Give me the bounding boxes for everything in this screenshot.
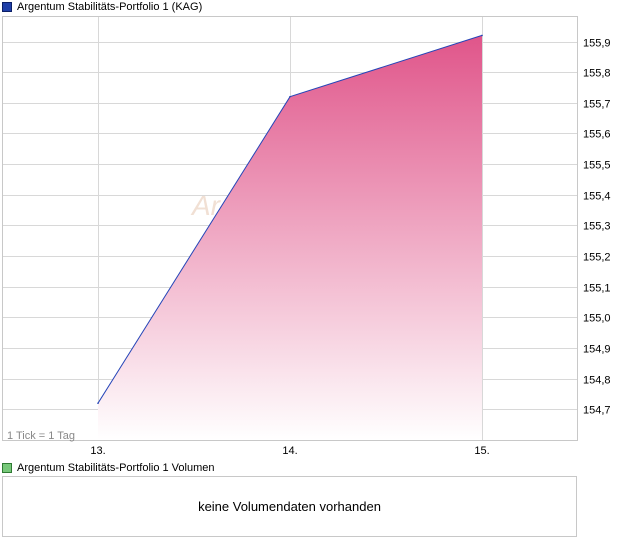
y-tick-label: 154,9: [583, 344, 611, 356]
x-axis: 13. 14. 15.: [90, 445, 489, 457]
tick-note: 1 Tick = 1 Tag: [7, 430, 75, 442]
volume-legend-swatch: [2, 463, 12, 473]
price-legend-swatch: [2, 2, 12, 12]
price-chart: Ar 154,7154,8154,9155,0155,1155,2155,315…: [2, 16, 611, 457]
y-tick-label: 155,5: [583, 160, 611, 172]
no-volume-message: keine Volumendaten vorhanden: [198, 499, 381, 514]
y-tick-label: 155,6: [583, 129, 611, 141]
y-tick-label: 154,8: [583, 375, 611, 387]
x-tick-label: 15.: [474, 445, 489, 457]
price-legend-label: Argentum Stabilitäts-Portfolio 1 (KAG): [17, 1, 203, 13]
y-tick-label: 155,2: [583, 252, 611, 264]
y-tick-label: 155,9: [583, 38, 611, 50]
y-tick-label: 155,1: [583, 283, 611, 295]
y-tick-label: 155,8: [583, 68, 611, 80]
y-axis: 154,7 154,8 154,9 155,0 155,1 155,2 155,3 155,4…: [583, 38, 611, 417]
series-area-fill: [98, 35, 482, 441]
volume-panel: keine Volumendaten vorhanden: [2, 476, 577, 537]
x-tick-label: 14.: [282, 445, 297, 457]
data-point: [97, 402, 99, 405]
x-tick-label: 13.: [90, 445, 105, 457]
data-point: [481, 34, 483, 37]
volume-legend: Argentum Stabilitäts-Portfolio 1 Volumen: [2, 461, 215, 475]
y-tick-label: 154,7: [583, 405, 611, 417]
volume-legend-label: Argentum Stabilitäts-Portfolio 1 Volumen: [17, 462, 215, 474]
data-point: [289, 95, 291, 98]
y-tick-label: 155,7: [583, 99, 611, 111]
area-series: [97, 34, 483, 441]
y-tick-label: 155,0: [583, 313, 611, 325]
y-tick-label: 155,3: [583, 221, 611, 233]
price-legend: Argentum Stabilitäts-Portfolio 1 (KAG): [2, 0, 202, 14]
y-tick-label: 155,4: [583, 191, 611, 203]
